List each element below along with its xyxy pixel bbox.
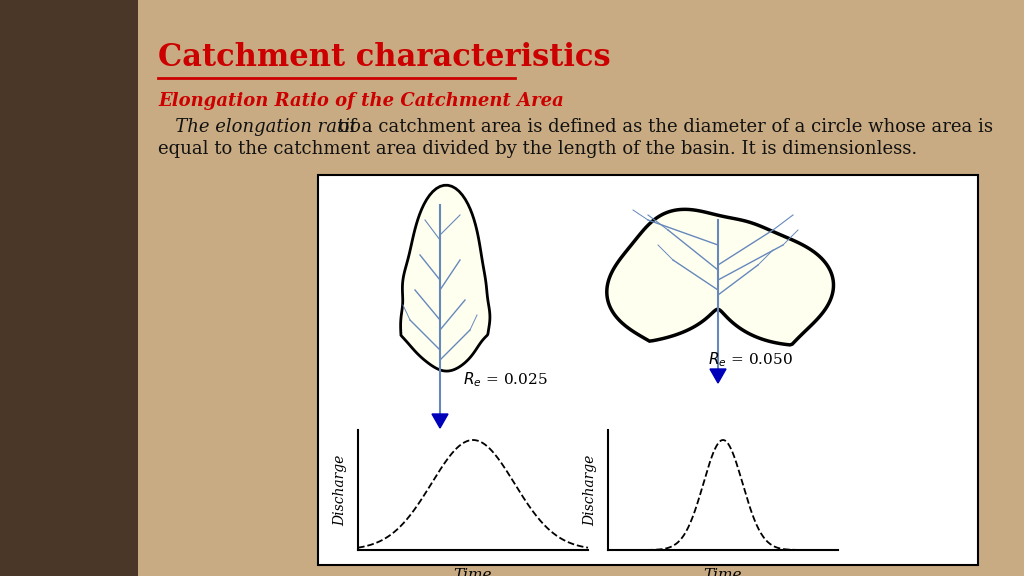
Text: Time: Time xyxy=(454,568,493,576)
Text: of a catchment area is defined as the diameter of a circle whose area is: of a catchment area is defined as the di… xyxy=(333,118,993,136)
Text: Elongation Ratio of the Catchment Area: Elongation Ratio of the Catchment Area xyxy=(158,92,564,110)
Polygon shape xyxy=(710,369,726,383)
Text: Discharge: Discharge xyxy=(333,454,347,526)
Text: The elongation ratio: The elongation ratio xyxy=(158,118,360,136)
Bar xyxy=(0,0,138,576)
Text: Time: Time xyxy=(703,568,742,576)
Text: equal to the catchment area divided by the length of the basin. It is dimensionl: equal to the catchment area divided by t… xyxy=(158,140,918,158)
Polygon shape xyxy=(432,414,449,428)
Polygon shape xyxy=(400,185,489,371)
Text: Discharge: Discharge xyxy=(583,454,597,526)
Polygon shape xyxy=(607,209,834,345)
Text: Catchment characteristics: Catchment characteristics xyxy=(158,42,610,73)
Text: $R_e$ = 0.050: $R_e$ = 0.050 xyxy=(708,351,793,369)
Bar xyxy=(318,175,978,565)
Text: $R_e$ = 0.025: $R_e$ = 0.025 xyxy=(463,370,548,389)
